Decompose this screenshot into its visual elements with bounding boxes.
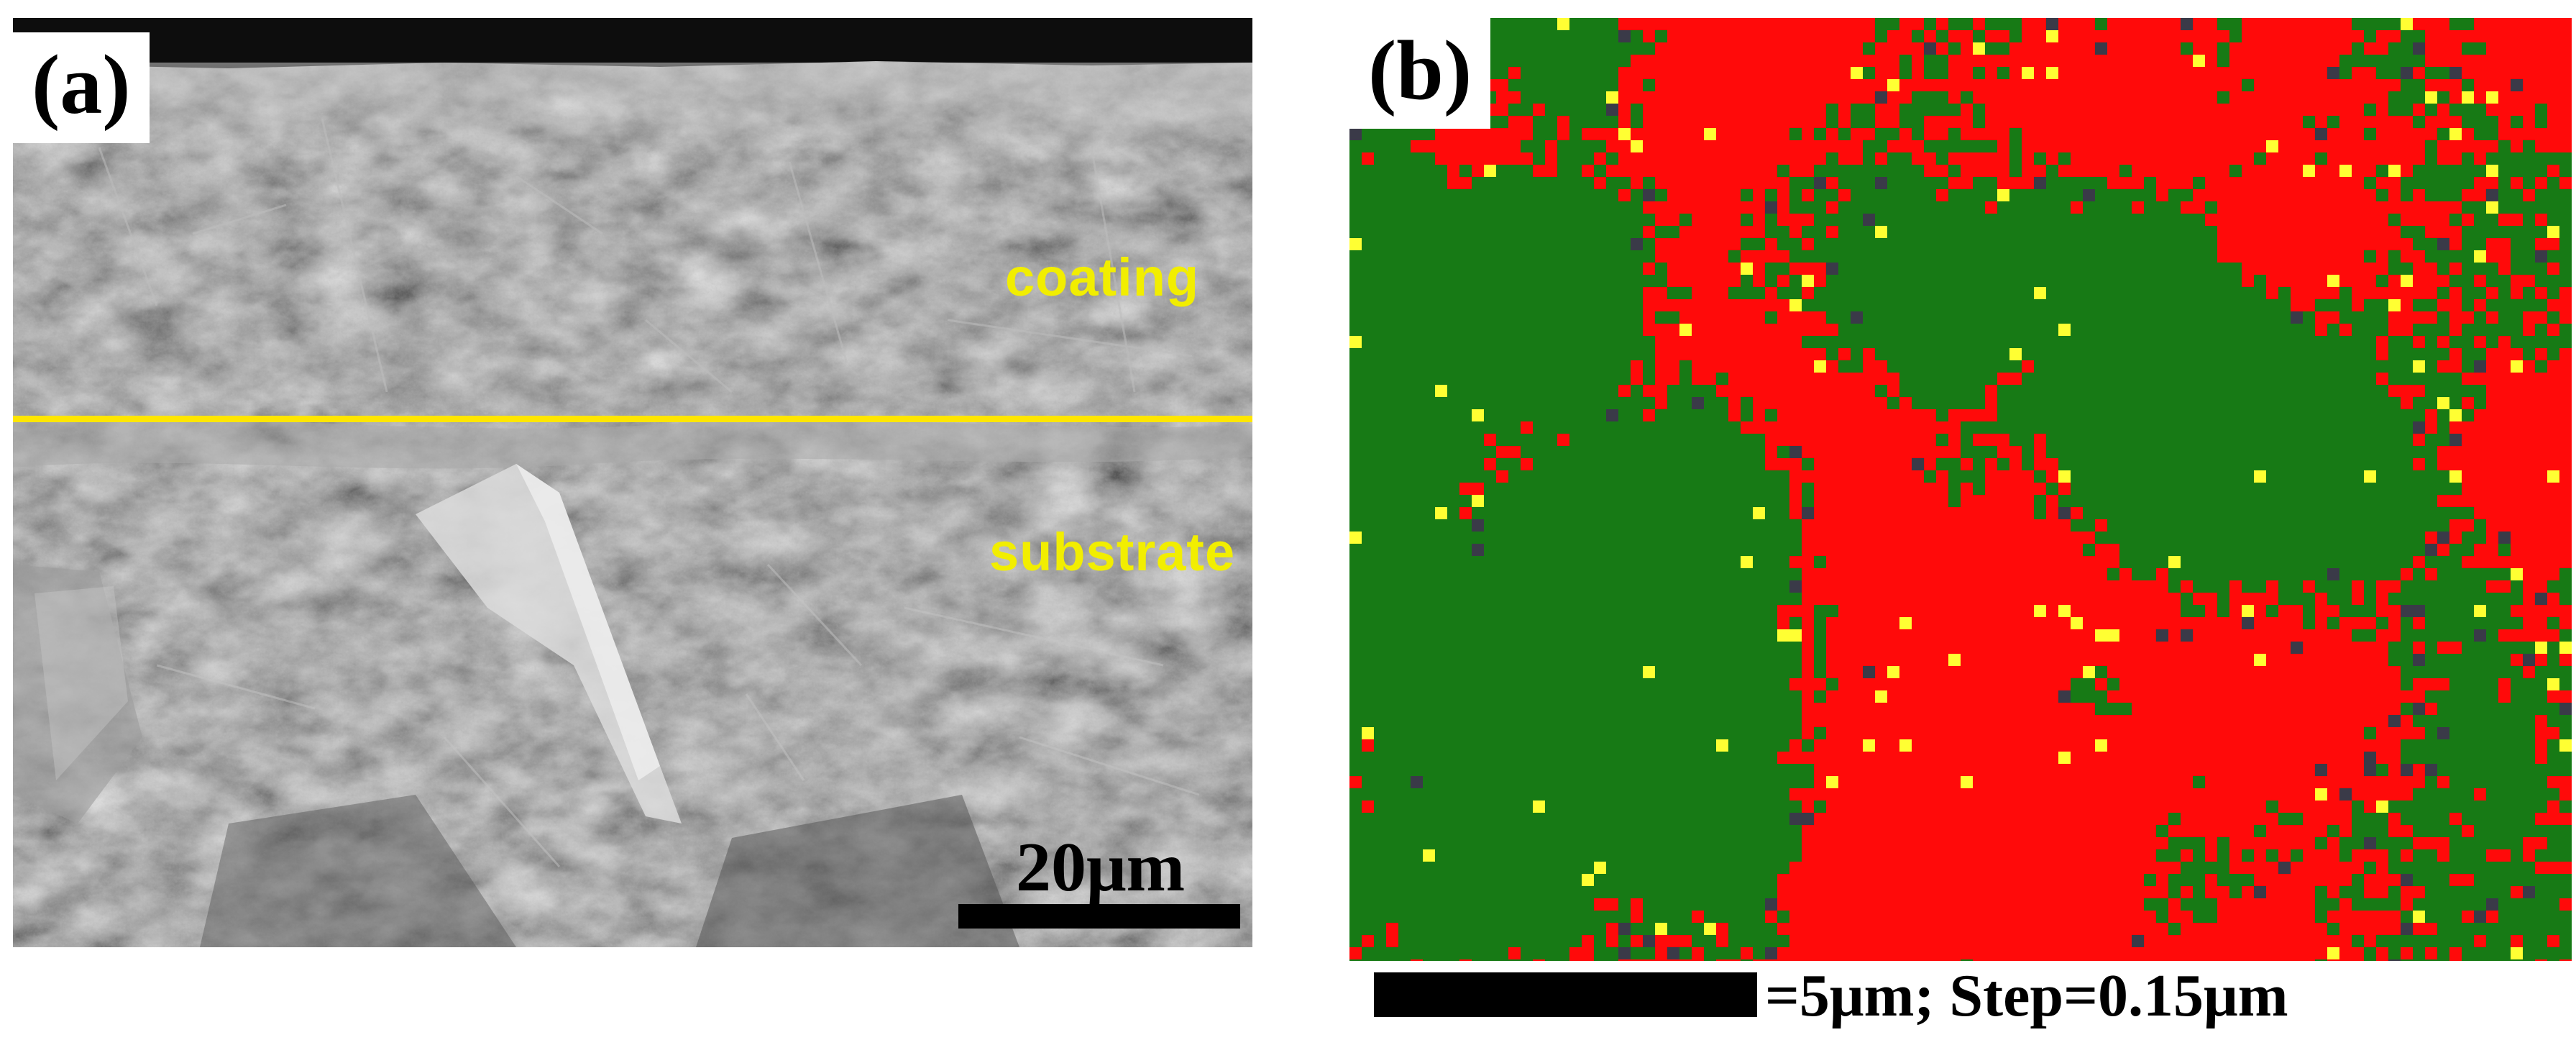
panel-label-b: (b) (1349, 18, 1491, 129)
coating-substrate-interface-line (13, 416, 1252, 422)
panel-label-a: (a) (13, 32, 150, 143)
phase-map (1349, 18, 2572, 961)
scale-bar-label: 20μm (1016, 829, 1186, 906)
phase-map-scale-bar-area: =5μm; Step=0.15μm (1349, 961, 2572, 1036)
scale-bar (958, 904, 1240, 929)
substrate-label: substrate (989, 522, 1236, 582)
scale-bar-label: =5μm; Step=0.15μm (1765, 962, 2288, 1029)
sem-image-panel: coating substrate 20μm (a) (13, 18, 1252, 947)
sem-micrograph (13, 18, 1252, 947)
scale-bar (1374, 972, 1757, 1017)
coating-label: coating (1005, 247, 1200, 307)
ebsd-phase-map-panel: (b) (1349, 18, 2572, 961)
